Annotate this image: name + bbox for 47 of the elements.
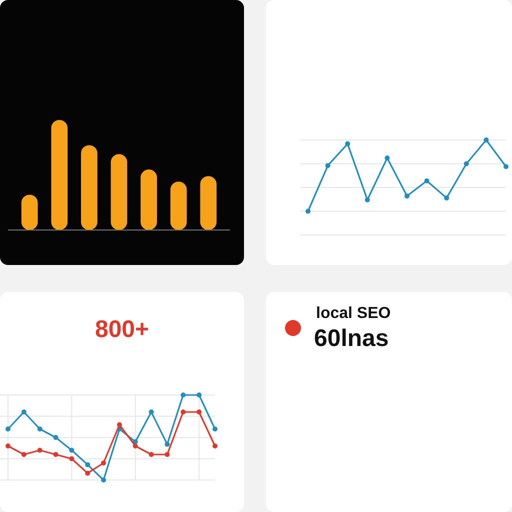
point <box>424 178 430 184</box>
point <box>69 448 74 453</box>
point <box>212 444 218 448</box>
point <box>101 478 106 482</box>
point <box>196 392 202 398</box>
point <box>164 442 170 447</box>
point <box>212 426 218 432</box>
bar <box>170 182 187 230</box>
point <box>325 163 330 168</box>
point <box>6 426 10 432</box>
point <box>85 470 90 476</box>
point <box>6 444 10 448</box>
bar <box>21 194 38 230</box>
point <box>53 435 58 440</box>
point <box>444 195 450 200</box>
point <box>180 392 186 398</box>
bar <box>140 170 157 230</box>
text: local SEO <box>316 305 391 322</box>
point <box>53 452 58 457</box>
text: 60lnas <box>314 325 389 352</box>
point <box>504 164 508 170</box>
point <box>21 410 26 414</box>
bar <box>81 145 98 230</box>
point <box>37 426 42 432</box>
point <box>364 197 370 202</box>
point <box>116 422 122 428</box>
point <box>306 208 310 214</box>
point <box>85 462 90 468</box>
bar <box>200 176 217 230</box>
point <box>464 161 469 166</box>
point <box>180 410 186 414</box>
point <box>148 452 154 457</box>
point <box>404 194 410 199</box>
bar <box>110 154 128 230</box>
bar <box>51 120 68 230</box>
point <box>69 456 74 462</box>
point <box>196 410 202 414</box>
chart-title: 800+ <box>94 316 150 343</box>
point <box>132 444 138 448</box>
point <box>21 452 26 457</box>
point <box>384 156 390 161</box>
point <box>37 448 42 453</box>
point <box>345 141 350 146</box>
point <box>101 460 106 466</box>
point <box>484 138 489 142</box>
point <box>148 410 154 414</box>
point <box>164 452 170 457</box>
